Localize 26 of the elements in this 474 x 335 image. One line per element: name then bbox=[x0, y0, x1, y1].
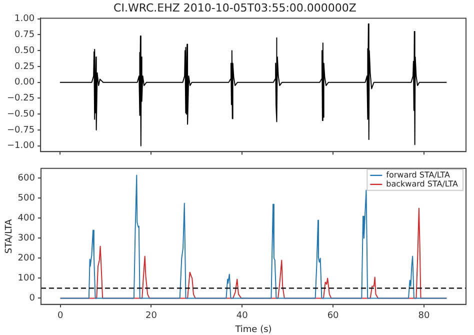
y-tick-label: 0.00 bbox=[14, 78, 35, 88]
x-tick-label: 60 bbox=[327, 311, 340, 322]
y-tick-label: 200 bbox=[18, 254, 36, 264]
y-tick-label: −0.75 bbox=[6, 125, 35, 136]
x-tick-label: 20 bbox=[145, 311, 158, 322]
y-tick-label: 0.25 bbox=[14, 62, 35, 72]
legend-label: forward STA/LTA bbox=[386, 170, 451, 180]
y-tick-label: −1.00 bbox=[6, 141, 35, 152]
chart-title: CI.WRC.EHZ 2010-10-05T03:55:00.000000Z bbox=[114, 1, 357, 14]
y-tick-label: 300 bbox=[18, 234, 36, 244]
y-tick-label: 0 bbox=[29, 294, 36, 304]
y-tick-label: 600 bbox=[18, 174, 36, 184]
legend-label: backward STA/LTA bbox=[386, 179, 459, 188]
y-tick-label: 0.75 bbox=[14, 30, 35, 40]
x-tick-label: 40 bbox=[236, 311, 248, 322]
x-tick-label: 80 bbox=[418, 311, 430, 322]
y-axis-title: STA/LTA bbox=[4, 218, 15, 254]
y-tick-label: 0.50 bbox=[14, 46, 35, 56]
x-axis-title: Time (s) bbox=[234, 324, 272, 335]
x-tick-label: 0 bbox=[57, 311, 64, 322]
y-tick-label: 1.00 bbox=[14, 14, 35, 24]
y-tick-label: 500 bbox=[18, 194, 36, 204]
y-tick-label: 400 bbox=[18, 214, 36, 224]
y-tick-label: −0.50 bbox=[6, 109, 35, 120]
y-tick-label: −0.25 bbox=[6, 94, 35, 104]
y-tick-label: 100 bbox=[18, 274, 36, 284]
